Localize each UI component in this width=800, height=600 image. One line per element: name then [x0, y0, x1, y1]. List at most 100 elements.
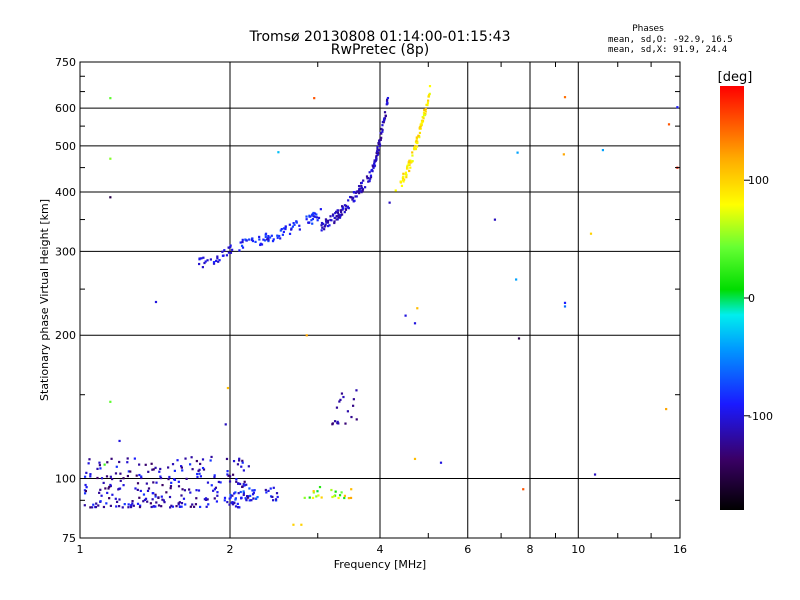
- data-point: [188, 488, 191, 491]
- data-point: [228, 497, 231, 500]
- y-tick-label: 750: [55, 56, 76, 69]
- data-point: [215, 259, 218, 263]
- data-point: [427, 95, 430, 98]
- data-point: [104, 487, 107, 490]
- data-point: [206, 481, 210, 484]
- data-point: [419, 123, 422, 126]
- data-point: [169, 506, 172, 509]
- data-point: [405, 176, 408, 179]
- data-point: [375, 154, 378, 158]
- data-point: [209, 459, 212, 462]
- data-point: [170, 504, 173, 507]
- data-point: [231, 473, 235, 476]
- data-point: [181, 469, 184, 472]
- data-point: [274, 498, 278, 501]
- data-point: [413, 148, 416, 151]
- data-point: [248, 238, 251, 241]
- data-point: [155, 501, 158, 504]
- data-point: [343, 204, 347, 207]
- data-point: [152, 492, 155, 495]
- data-point: [98, 464, 101, 467]
- data-point: [324, 223, 327, 226]
- data-point: [109, 400, 112, 403]
- data-point: [320, 221, 324, 225]
- data-point: [97, 504, 100, 507]
- data-point: [382, 121, 385, 124]
- data-point: [343, 496, 346, 500]
- data-point: [418, 136, 421, 139]
- data-point: [360, 186, 363, 189]
- data-point: [196, 472, 199, 476]
- data-point: [223, 249, 226, 252]
- data-point: [282, 230, 285, 234]
- data-point: [240, 244, 244, 247]
- data-point: [321, 226, 324, 229]
- data-point: [361, 189, 364, 193]
- data-point: [424, 110, 427, 113]
- data-point: [102, 481, 105, 485]
- data-point: [234, 505, 238, 508]
- colorbar-label: [deg]: [718, 70, 753, 85]
- data-point: [331, 214, 335, 217]
- data-point: [118, 439, 121, 443]
- data-point: [276, 236, 279, 239]
- data-point: [107, 487, 110, 490]
- data-point: [404, 314, 407, 317]
- data-point: [236, 463, 240, 466]
- data-point: [373, 162, 376, 166]
- data-point: [242, 469, 245, 472]
- data-point: [413, 457, 417, 461]
- data-point: [267, 239, 270, 243]
- data-point: [231, 501, 234, 504]
- data-point: [266, 237, 270, 240]
- y-axis-label: Stationary phase Virtual Height [km]: [38, 199, 51, 401]
- data-point: [213, 474, 216, 477]
- data-point: [329, 218, 332, 222]
- data-point: [236, 502, 239, 506]
- data-point: [358, 188, 361, 191]
- plot-frame: [79, 61, 681, 539]
- data-point: [138, 463, 141, 466]
- data-point: [269, 495, 273, 498]
- data-point: [349, 496, 353, 500]
- data-point: [280, 227, 283, 231]
- data-point: [238, 457, 241, 460]
- data-point: [271, 495, 274, 499]
- data-point: [313, 212, 317, 215]
- data-point: [204, 497, 208, 500]
- data-point: [254, 240, 257, 244]
- data-point: [312, 215, 316, 218]
- data-point: [192, 505, 196, 508]
- data-point: [344, 422, 347, 425]
- data-point: [189, 463, 192, 466]
- x-tick-label: 10: [571, 543, 585, 556]
- data-point: [248, 487, 251, 490]
- data-point: [226, 473, 229, 476]
- data-point: [253, 489, 256, 492]
- data-point: [251, 237, 254, 240]
- data-point: [330, 488, 333, 492]
- data-point: [161, 498, 164, 501]
- data-point: [333, 220, 336, 223]
- data-point: [85, 486, 88, 489]
- data-point: [195, 489, 198, 492]
- data-point: [295, 220, 298, 223]
- data-point: [360, 181, 363, 184]
- data-point: [235, 478, 238, 481]
- data-point: [338, 400, 341, 403]
- data-point: [355, 418, 358, 421]
- data-point: [308, 496, 311, 499]
- data-point: [201, 266, 204, 269]
- data-point: [416, 307, 419, 310]
- data-point: [667, 123, 671, 126]
- data-point: [109, 196, 112, 199]
- data-point: [281, 233, 284, 236]
- data-point: [206, 259, 209, 262]
- data-point: [371, 165, 375, 168]
- data-point: [428, 85, 432, 88]
- data-point: [114, 497, 117, 500]
- data-point: [142, 493, 146, 496]
- data-point: [400, 184, 404, 188]
- data-point: [152, 481, 155, 484]
- data-point: [216, 491, 219, 494]
